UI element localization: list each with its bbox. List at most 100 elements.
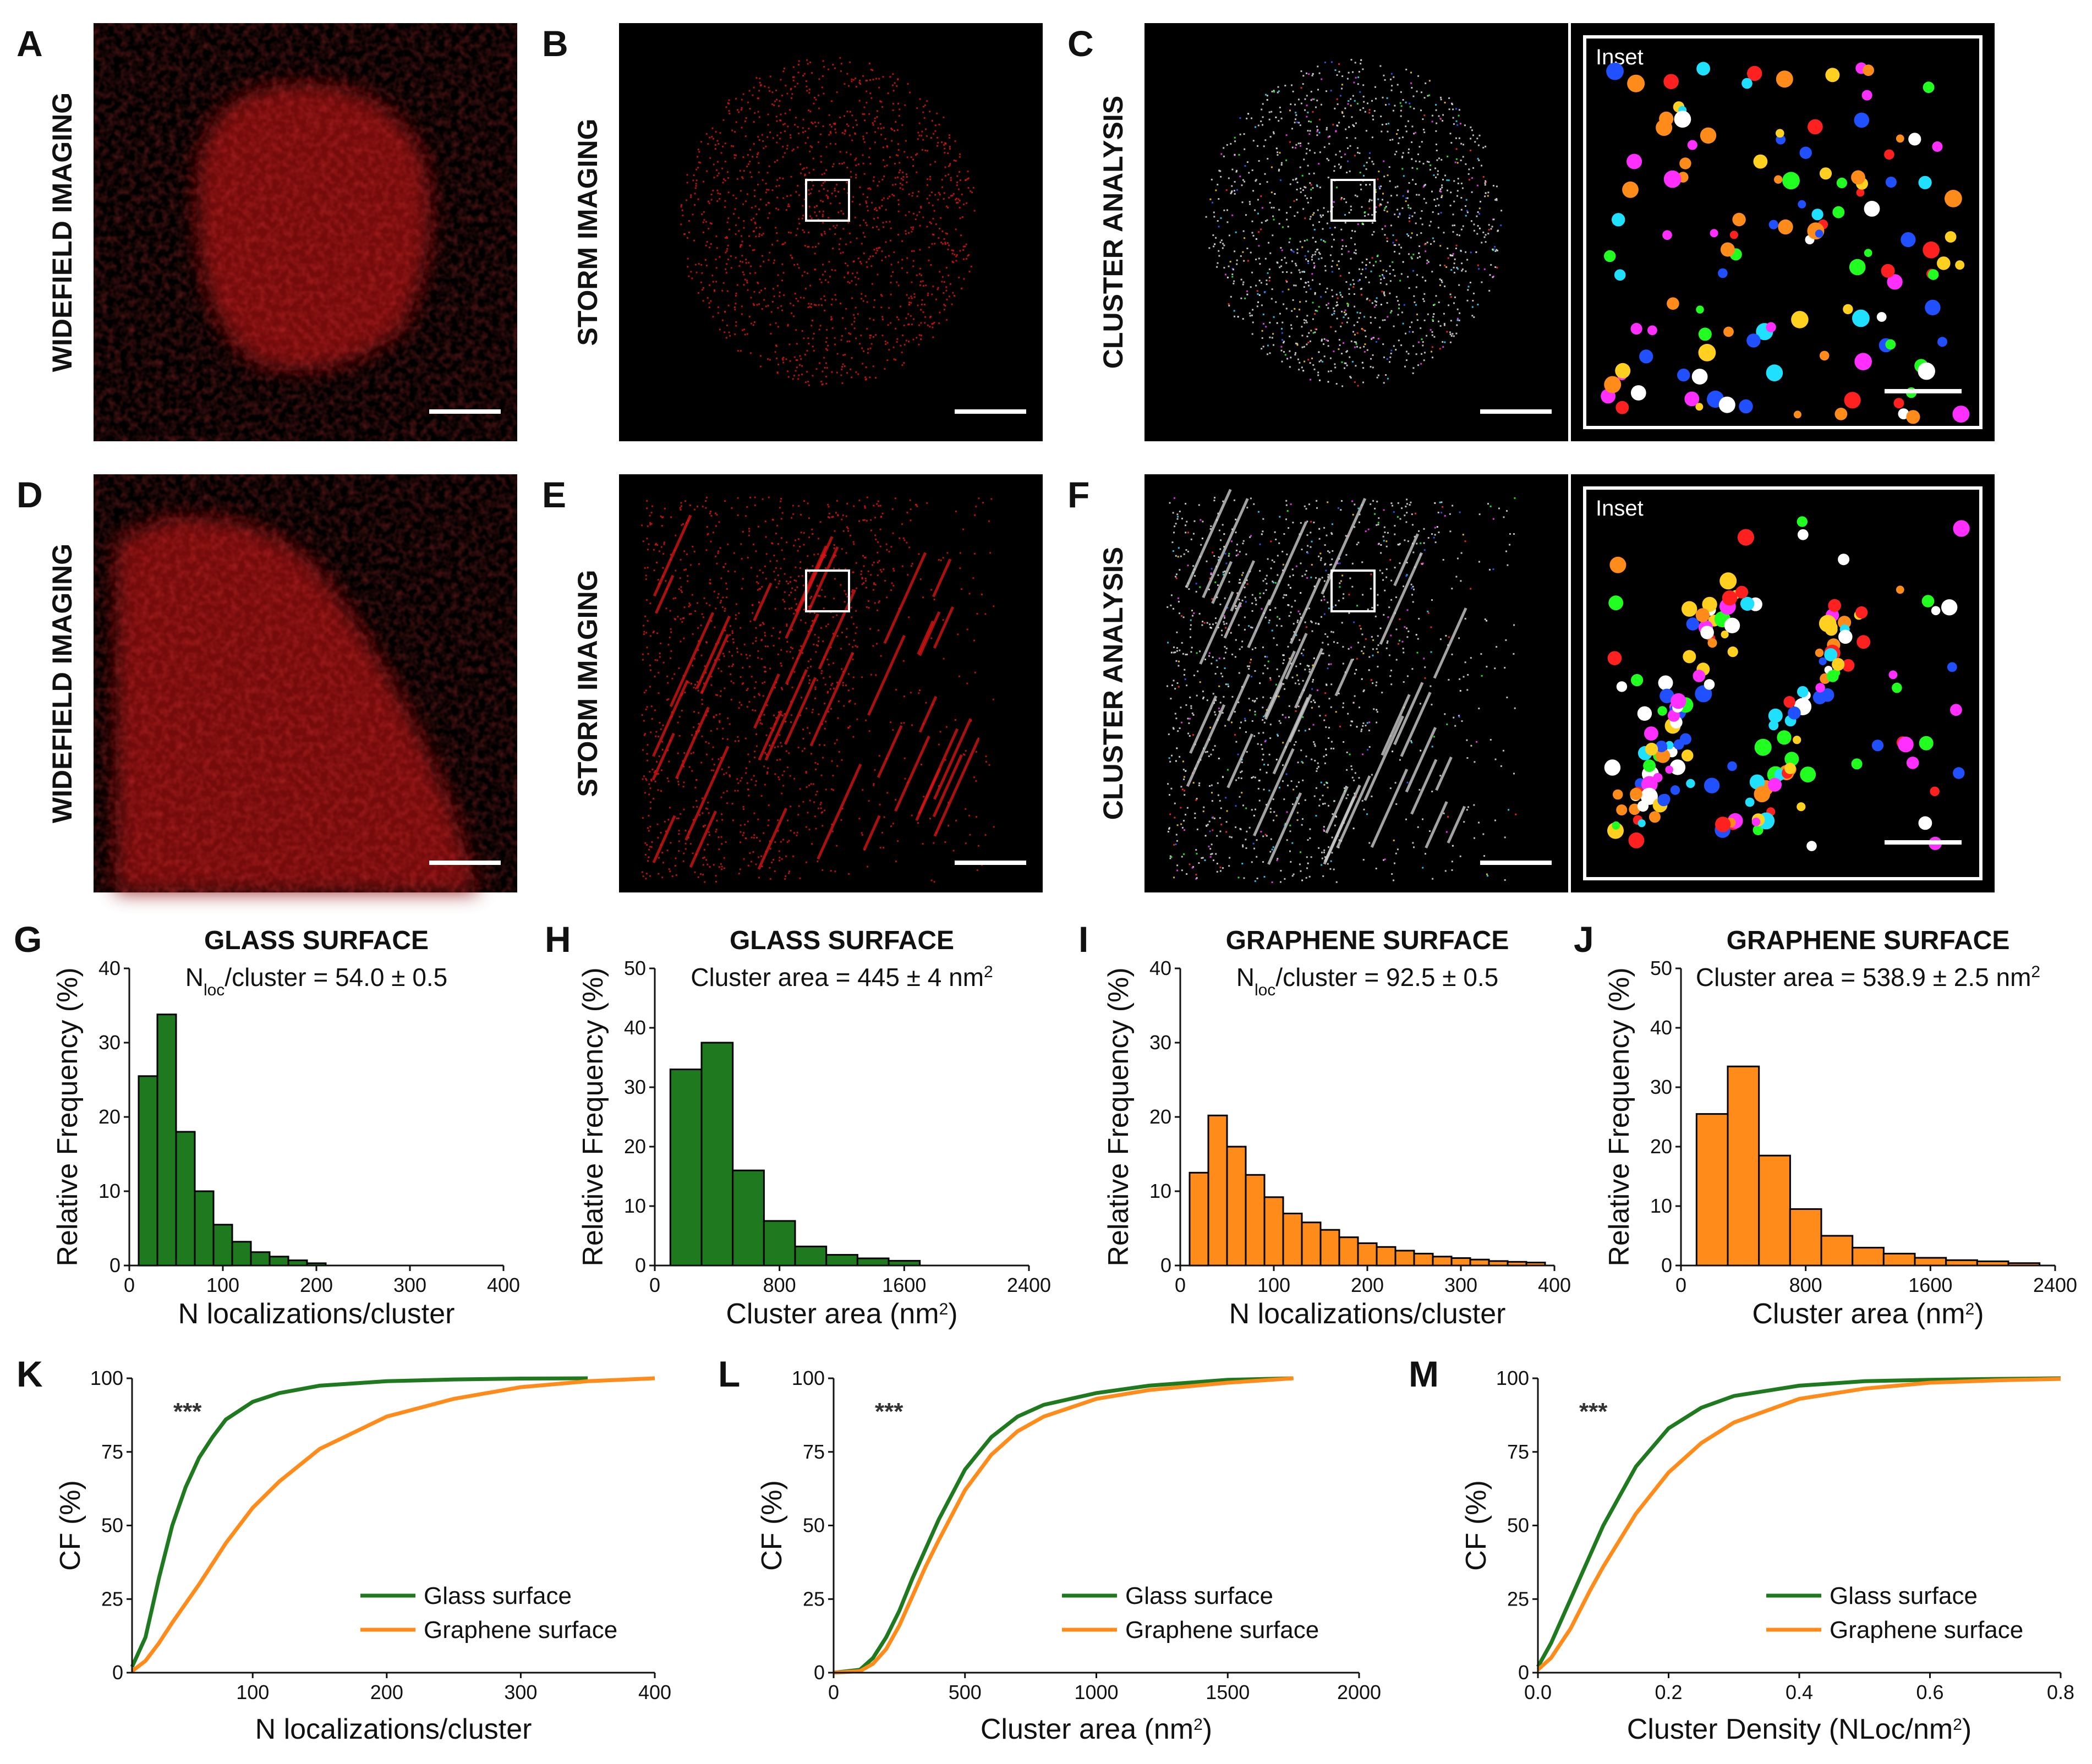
bar <box>156 1014 177 1267</box>
x-tick-label: 400 <box>638 1681 671 1703</box>
bar <box>175 1131 196 1267</box>
y-tick-label: 10 <box>624 1195 646 1217</box>
panel-c <box>1144 23 1568 441</box>
y-axis-label: Relative Frequency (%) <box>1103 967 1135 1266</box>
x-tick-label: 2400 <box>1007 1274 1051 1296</box>
x-tick-label: 0.8 <box>2047 1681 2074 1703</box>
panel-letter: B <box>542 23 568 64</box>
inset-label: Inset <box>1596 496 1644 521</box>
y-tick-label: 30 <box>1149 1031 1171 1054</box>
panel-letter: E <box>542 474 566 515</box>
legend-label: Graphene surface <box>1830 1617 2023 1644</box>
y-tick-label: 100 <box>792 1367 825 1389</box>
y-tick-label: 10 <box>1149 1180 1171 1202</box>
bar <box>1758 1154 1791 1267</box>
bar <box>1207 1114 1228 1267</box>
bars <box>1189 1114 1546 1267</box>
cluster-blobs <box>1604 516 1970 851</box>
x-tick-label: 0 <box>1675 1274 1686 1296</box>
inset-frame <box>1583 486 1983 880</box>
inset-panel: Inset <box>1571 23 1995 441</box>
bar <box>1189 1171 1209 1267</box>
bar <box>669 1069 703 1267</box>
panel-letter: K <box>17 1354 43 1394</box>
bar <box>1852 1247 1885 1267</box>
bar <box>1376 1246 1397 1267</box>
bar <box>1820 1235 1854 1267</box>
scale-bar <box>1480 861 1552 865</box>
bar <box>194 1190 215 1267</box>
bar <box>212 1224 233 1267</box>
localization-dots <box>641 496 995 883</box>
x-tick-label: 0.0 <box>1524 1681 1552 1703</box>
x-tick-label: 0 <box>1175 1274 1186 1296</box>
bar <box>1301 1221 1322 1267</box>
y-tick-label: 20 <box>98 1105 121 1128</box>
x-axis-label: Cluster Density (NLoc/nm2) <box>1627 1713 1971 1745</box>
x-axis-label: N localizations/cluster <box>255 1713 532 1745</box>
inset-scale-bar <box>1885 389 1962 393</box>
filament-streaks <box>651 514 980 870</box>
panel-d <box>94 474 517 892</box>
x-tick-label: 200 <box>1351 1274 1384 1296</box>
x-tick-label: 0.6 <box>1916 1681 1943 1703</box>
x-axis-label: N localizations/cluster <box>1229 1298 1506 1330</box>
inset-box <box>805 569 850 612</box>
chart-subtitle: Nloc/cluster = 92.5 ± 0.5 <box>1236 963 1499 999</box>
series-line <box>833 1376 1294 1675</box>
x-tick-label: 400 <box>1538 1274 1571 1296</box>
chart-subtitle: Nloc/cluster = 54.0 ± 0.5 <box>185 963 448 999</box>
y-tick-label: 50 <box>1650 957 1672 979</box>
panel-letter: D <box>17 474 43 515</box>
x-tick-label: 100 <box>236 1681 269 1703</box>
x-tick-label: 800 <box>1789 1274 1822 1296</box>
bar <box>794 1245 828 1267</box>
x-axis-label: Cluster area (nm2) <box>981 1713 1212 1745</box>
x-tick-label: 200 <box>370 1681 403 1703</box>
y-tick-label: 100 <box>1496 1367 1529 1389</box>
inset-box <box>1330 179 1376 222</box>
series-line <box>1536 1376 2061 1668</box>
bar <box>231 1241 252 1267</box>
inset-frame <box>1583 35 1983 429</box>
series-line <box>130 1376 588 1668</box>
x-axis-label: Cluster area (nm2) <box>726 1298 957 1330</box>
x-tick-label: 500 <box>949 1681 982 1703</box>
panel-letter: H <box>545 919 571 960</box>
bar <box>1263 1196 1284 1267</box>
x-tick-label: 2000 <box>1337 1681 1381 1703</box>
chart-subtitle: Cluster area = 538.9 ± 2.5 nm2 <box>1696 963 2040 992</box>
bar <box>269 1256 289 1267</box>
y-tick-label: 0 <box>635 1254 646 1277</box>
panel-f <box>1144 474 1568 892</box>
y-tick-label: 0 <box>814 1661 825 1684</box>
cluster-dots <box>1205 59 1503 387</box>
cumulative-frequency-panels: K 0 25 50 75 100 100 200 300 400 N localizations/c… <box>17 1354 2074 1745</box>
y-tick-label: 40 <box>1149 957 1171 979</box>
legend-label: Graphene surface <box>424 1617 617 1644</box>
y-tick-label: 20 <box>1149 1105 1171 1128</box>
x-tick-label: 0.2 <box>1655 1681 1682 1703</box>
panel-b <box>619 23 1043 441</box>
x-tick-label: 200 <box>300 1274 333 1296</box>
panel-letter: L <box>718 1354 740 1394</box>
y-tick-label: 50 <box>803 1514 825 1537</box>
y-tick-label: 75 <box>101 1440 123 1463</box>
bar <box>763 1220 796 1267</box>
scale-bar <box>429 861 501 865</box>
legend-label: Glass surface <box>1830 1582 1978 1609</box>
y-tick-label: 50 <box>101 1514 123 1537</box>
series-line <box>130 1376 655 1673</box>
panel-title: WIDEFIELD IMAGING <box>47 544 78 823</box>
chart-title: GLASS SURFACE <box>204 926 429 955</box>
chart-title: GRAPHENE SURFACE <box>1226 926 1509 955</box>
bar <box>1469 1258 1490 1267</box>
bars <box>138 1014 327 1267</box>
panel-title: CLUSTER ANALYSIS <box>1098 96 1129 369</box>
y-tick-label: 40 <box>624 1016 646 1039</box>
y-tick-label: 30 <box>98 1031 121 1054</box>
x-tick-label: 1600 <box>1908 1274 1952 1296</box>
cdf-m: M 0 25 50 75 100 0.0 0.2 0.4 0.6 0.8 Cluster Densit… <box>1409 1354 2074 1745</box>
bar <box>732 1169 765 1267</box>
x-tick-label: 0.4 <box>1786 1681 1813 1703</box>
